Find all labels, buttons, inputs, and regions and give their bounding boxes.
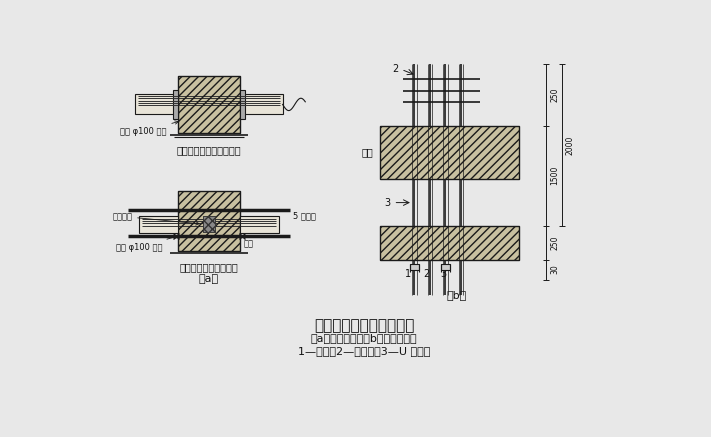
Text: 电缆穿墙做法（不防水）: 电缆穿墙做法（不防水） (177, 146, 241, 156)
Bar (203, 216, 215, 232)
Text: 30: 30 (550, 265, 559, 274)
Text: 250: 250 (550, 87, 559, 102)
Text: 2: 2 (392, 64, 398, 74)
Text: 3: 3 (384, 198, 390, 208)
Bar (135, 94, 178, 114)
Bar (178, 191, 240, 251)
Text: （a）电缆穿墙；（b）电缆穿楼板: （a）电缆穿墙；（b）电缆穿楼板 (311, 333, 417, 343)
Text: （a）: （a） (199, 274, 219, 284)
Text: 内径 φ100 钢管: 内径 φ100 钢管 (116, 235, 178, 252)
Text: 3: 3 (441, 269, 447, 279)
Text: 泡浸黄麻: 泡浸黄麻 (112, 212, 199, 225)
Bar (139, 215, 178, 232)
Bar (240, 90, 245, 119)
Bar (178, 76, 240, 133)
Bar (441, 264, 450, 271)
Bar (240, 94, 283, 114)
Text: 1500: 1500 (550, 166, 559, 185)
Text: 1: 1 (405, 269, 411, 279)
Text: 2: 2 (423, 269, 429, 279)
Bar (203, 216, 215, 232)
Text: 5 厚钢板: 5 厚钢板 (293, 212, 316, 221)
Bar (380, 225, 519, 260)
Text: 电焊: 电焊 (244, 239, 254, 249)
Bar (380, 225, 519, 260)
Bar (410, 264, 419, 271)
Text: （b）: （b） (447, 290, 467, 300)
Text: 2000: 2000 (565, 135, 574, 155)
Text: 1—电缆；2—保护管；3—U 型卡子: 1—电缆；2—保护管；3—U 型卡子 (298, 346, 430, 356)
Text: 楼板: 楼板 (362, 148, 373, 158)
Bar (178, 191, 240, 251)
Text: 250: 250 (550, 236, 559, 250)
Bar (240, 215, 279, 232)
Text: 内径 φ100 钢管: 内径 φ100 钢管 (120, 121, 178, 136)
Bar (178, 76, 240, 133)
Bar (380, 125, 519, 180)
Bar (380, 125, 519, 180)
Text: 电缆穿墙做法（防水）: 电缆穿墙做法（防水） (180, 262, 238, 272)
Bar (173, 90, 178, 119)
Text: 电缆穿墙、穿楼板做法图: 电缆穿墙、穿楼板做法图 (314, 318, 415, 333)
